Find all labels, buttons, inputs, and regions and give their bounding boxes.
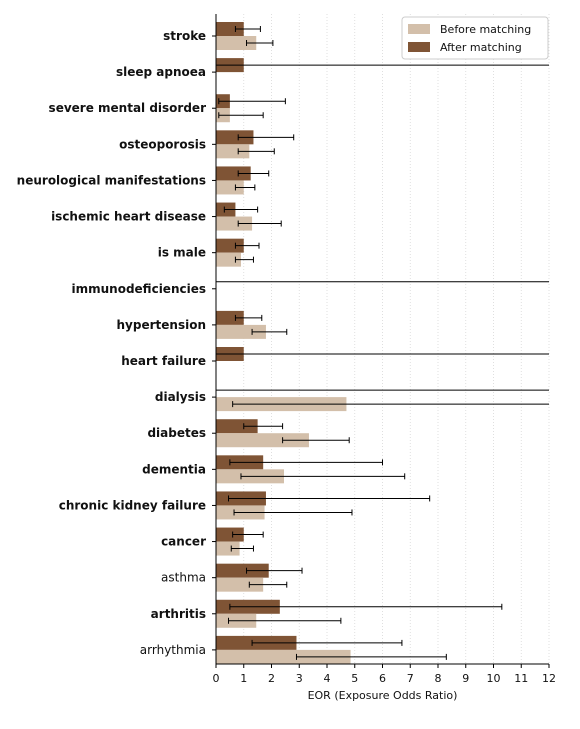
before-bar	[216, 577, 264, 592]
before-bar	[216, 180, 244, 195]
category-label: ischemic heart disease	[51, 210, 206, 224]
before-bar	[216, 36, 257, 50]
category-label: stroke	[163, 29, 206, 43]
x-tick-label: 2	[268, 672, 275, 685]
after-bar	[216, 166, 251, 181]
x-tick-label: 0	[213, 672, 220, 685]
x-tick-label: 11	[514, 672, 528, 685]
after-bar	[216, 310, 244, 325]
x-axis-title: EOR (Exposure Odds Ratio)	[308, 689, 458, 702]
category-label: hypertension	[117, 318, 206, 332]
category-label: dementia	[142, 462, 206, 476]
after-bar	[216, 130, 254, 145]
x-tick-label: 8	[435, 672, 442, 685]
x-ticks: 0 1 2 3 4 5 6 7 8 9 10 11 12	[213, 664, 556, 685]
category-label: cancer	[161, 535, 206, 549]
category-label: severe mental disorder	[49, 101, 207, 115]
legend-before-swatch	[408, 24, 430, 34]
x-tick-label: 12	[542, 672, 556, 685]
before-bar	[216, 216, 253, 231]
x-tick-label: 1	[240, 672, 247, 685]
x-tick-label: 9	[462, 672, 469, 685]
category-label: arthritis	[151, 607, 206, 621]
category-label: chronic kidney failure	[59, 498, 206, 512]
x-tick-label: 5	[351, 672, 358, 685]
grid-lines	[243, 14, 550, 664]
category-label: heart failure	[121, 354, 206, 368]
legend-after-label: After matching	[440, 41, 522, 54]
before-bar	[216, 144, 250, 159]
legend: Before matching After matching	[401, 16, 549, 60]
error-bars	[216, 26, 549, 660]
category-label: sleep apnoea	[116, 65, 206, 79]
x-tick-label: 10	[487, 672, 501, 685]
category-label: asthma	[161, 571, 206, 585]
after-bar	[216, 563, 269, 578]
category-labels: stroke sleep apnoea severe mental disorder…	[17, 29, 206, 657]
legend-before-label: Before matching	[440, 23, 531, 36]
category-label: dialysis	[155, 390, 206, 404]
category-label: diabetes	[147, 426, 206, 440]
x-tick-label: 3	[296, 672, 303, 685]
x-tick-label: 4	[324, 672, 331, 685]
legend-after-swatch	[408, 42, 430, 52]
after-bar	[216, 238, 244, 253]
x-tick-label: 6	[379, 672, 386, 685]
x-tick-label: 7	[407, 672, 414, 685]
before-bar	[216, 324, 266, 339]
category-label: is male	[158, 246, 206, 260]
after-bar	[216, 527, 244, 542]
after-bar	[216, 22, 244, 36]
category-label: osteoporosis	[119, 137, 206, 151]
before-bar	[216, 649, 351, 664]
legend-box	[401, 16, 549, 60]
bars	[216, 22, 351, 664]
category-label: neurological manifestations	[17, 173, 206, 187]
category-label: immunodeficiencies	[72, 282, 207, 296]
before-bar	[216, 433, 309, 448]
category-label: arrhythmia	[140, 643, 206, 657]
after-bar	[216, 419, 258, 434]
before-bar	[216, 541, 240, 556]
before-bar	[216, 252, 241, 267]
